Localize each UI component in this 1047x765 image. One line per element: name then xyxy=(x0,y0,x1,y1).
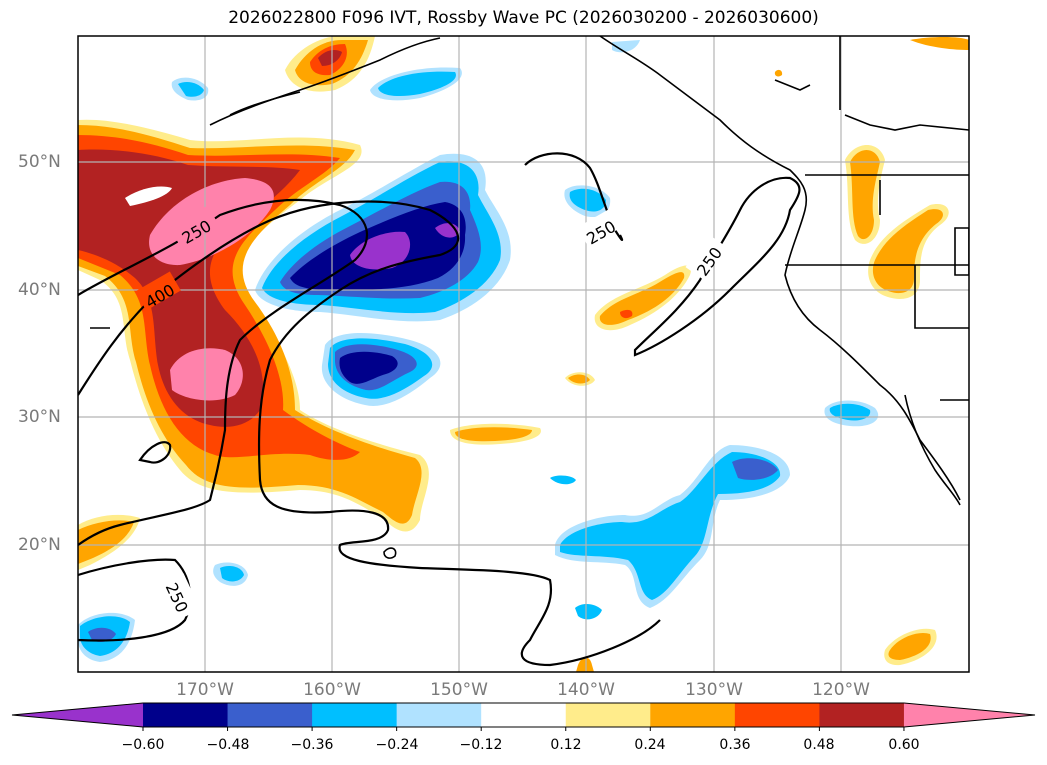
negative-anomaly-subtropical xyxy=(555,185,879,608)
colorbar-segment xyxy=(312,703,398,727)
gridlines xyxy=(78,36,969,672)
colorbar-tick: 0.60 xyxy=(888,737,920,753)
lon-label-140w: 140°W xyxy=(557,680,615,700)
contour-250-a xyxy=(78,200,661,667)
colorbar-segment xyxy=(396,703,482,727)
negative-anomaly-mid xyxy=(321,333,441,406)
lat-label-30: 30°N xyxy=(18,407,61,427)
colorbar-segment xyxy=(819,703,905,727)
colorbar-segment xyxy=(650,703,736,727)
colorbar-segment xyxy=(481,703,567,727)
colorbar-tick: 0.12 xyxy=(550,737,582,753)
lon-label-160w: 160°W xyxy=(303,680,361,700)
colorbar-tick: −0.24 xyxy=(375,737,419,753)
coastlines xyxy=(90,36,969,559)
negative-anomaly-north xyxy=(171,40,640,101)
lon-label-170w: 170°W xyxy=(176,680,234,700)
colorbar-extend-right xyxy=(903,703,1035,727)
positive-anomaly-north xyxy=(285,36,375,92)
contour-labels: 250 400 250 250 250 xyxy=(135,205,727,619)
colorbar-extend-left xyxy=(12,703,143,727)
lat-label-40: 40°N xyxy=(18,280,61,300)
map-frame xyxy=(77,35,970,673)
colorbar-tick: −0.60 xyxy=(121,737,165,753)
contours xyxy=(78,152,801,667)
colorbar-tick: −0.12 xyxy=(459,737,503,753)
colorbar-tick: 0.36 xyxy=(719,737,751,753)
colorbar-segment xyxy=(734,703,820,727)
negative-anomaly-central xyxy=(255,153,511,322)
colorbar-tick: −0.48 xyxy=(206,737,250,753)
map-title: 2026022800 F096 IVT, Rossby Wave PC (202… xyxy=(228,8,819,28)
colorbar xyxy=(11,702,1036,731)
colorbar-tick: 0.24 xyxy=(634,737,666,753)
colorbar-tick: −0.36 xyxy=(290,737,334,753)
lon-label-150w: 150°W xyxy=(430,680,488,700)
contour-250-c xyxy=(524,152,624,242)
colorbar-segment xyxy=(565,703,651,727)
contour-400 xyxy=(78,198,369,546)
lat-label-20: 20°N xyxy=(18,535,61,555)
lon-label-120w: 120°W xyxy=(812,680,870,700)
lat-label-50: 50°N xyxy=(18,152,61,172)
colorbar-segment xyxy=(143,703,229,727)
positive-anomaly-west xyxy=(78,119,429,532)
scattered-anomalies xyxy=(78,37,969,672)
colorbar-tick: 0.48 xyxy=(803,737,835,753)
colorbar-segment xyxy=(227,703,313,727)
lon-label-130w: 130°W xyxy=(685,680,743,700)
contour-250-d xyxy=(633,176,801,357)
anomaly-field xyxy=(78,36,969,672)
